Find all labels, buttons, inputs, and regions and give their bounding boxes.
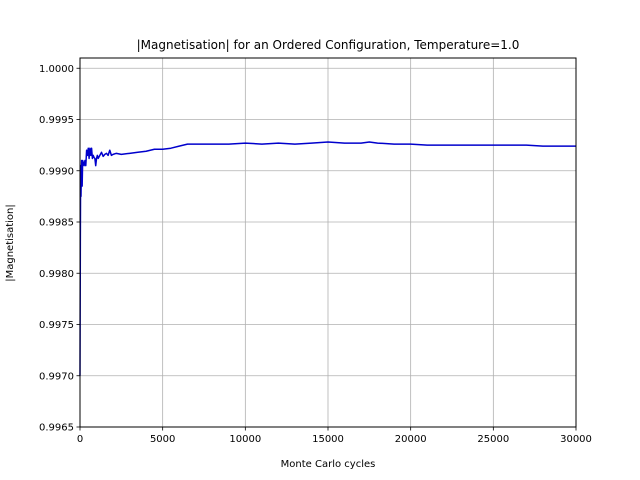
y-axis-label: |Magnetisation| — [5, 204, 16, 282]
x-tick-label: 0 — [77, 434, 83, 445]
y-tick-label: 0.9990 — [39, 166, 74, 177]
x-tick-label: 10000 — [229, 434, 261, 445]
ticks: 0 5000 10000 15000 20000 25000 30000 0.9965 0.99… — [39, 64, 592, 445]
y-tick-label: 0.9980 — [39, 269, 74, 280]
y-tick-label: 0.9985 — [39, 218, 74, 229]
y-tick-label: 0.9995 — [39, 115, 74, 126]
series-line-0 — [79, 141, 576, 376]
y-tick-label: 0.9975 — [39, 320, 74, 331]
x-tick-label: 30000 — [560, 434, 592, 445]
x-tick-label: 20000 — [395, 434, 427, 445]
x-tick-label: 5000 — [150, 434, 175, 445]
x-tick-label: 25000 — [477, 434, 509, 445]
chart-title: |Magnetisation| for an Ordered Configura… — [137, 38, 520, 52]
x-tick-label: 15000 — [312, 434, 344, 445]
y-tick-label: 0.9970 — [39, 371, 74, 382]
x-axis-label: Monte Carlo cycles — [281, 459, 376, 470]
series-layer — [79, 141, 576, 376]
y-tick-label: 0.9965 — [39, 423, 74, 434]
grid — [79, 58, 577, 428]
y-tick-label: 1.0000 — [39, 64, 74, 75]
